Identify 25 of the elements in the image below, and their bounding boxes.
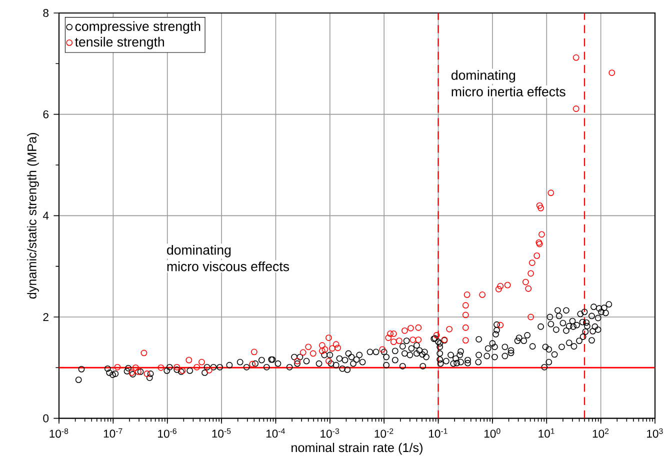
annotation: dominating [451, 70, 516, 82]
y-tick-label: 4 [42, 212, 49, 220]
x-tick-label: 10$^{-3}$ [320, 428, 340, 438]
x-tick-label: 10$^{1}$ [538, 428, 554, 438]
legend-label: tensile strength [75, 36, 164, 50]
x-tick-label: 10$^{-2}$ [374, 428, 394, 438]
x-tick-label: 10$^{-8}$ [50, 428, 68, 438]
legend-label: compressive strength [75, 21, 200, 34]
y-tick-label: 6 [43, 110, 49, 118]
y-tick-label: 0 [43, 414, 49, 422]
x-tick-label: 10$^{-4}$ [266, 428, 285, 438]
annotation: dominating [167, 244, 231, 258]
x-tick-label: 10$^{-1}$ [429, 428, 448, 438]
x-tick-label: 10$^{2}$ [592, 428, 609, 438]
annotation: micro viscous effects [167, 261, 290, 272]
x-tick-label: 10$^{-6}$ [158, 428, 176, 438]
x-tick-label: 10$^{-7}$ [104, 428, 122, 438]
x-axis-title: nominal strain rate (1/s) [292, 442, 422, 454]
x-tick-label: 10$^{-5}$ [212, 428, 231, 438]
x-tick-label: 10$^{3}$ [647, 428, 663, 438]
annotation: micro inertia effects [452, 86, 566, 96]
y-tick-label: 8 [43, 8, 49, 17]
y-tick-label: 2 [43, 312, 48, 321]
y-axis-title: dynamic/static strength (MPa) [27, 132, 39, 298]
x-tick-label: 10$^{0}$ [484, 428, 500, 438]
